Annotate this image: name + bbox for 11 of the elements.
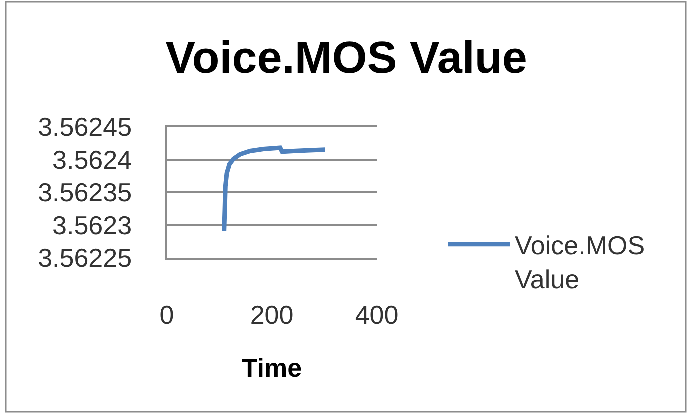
x-tick-label: 200 xyxy=(250,300,294,330)
y-tick-label: 3.5624 xyxy=(52,144,132,175)
x-tick-label: 0 xyxy=(160,300,174,330)
legend-label: Voice.MOS Value xyxy=(515,230,646,294)
y-tick-label: 3.56235 xyxy=(38,178,132,208)
y-tick-label: 3.5623 xyxy=(52,210,132,240)
chart-title: Voice.MOS Value xyxy=(166,32,528,83)
x-tick-label: 400 xyxy=(355,300,399,330)
x-axis-title: Time xyxy=(242,353,302,384)
y-tick-label: 3.56245 xyxy=(38,112,132,142)
y-tick-label: 3.56225 xyxy=(38,243,132,274)
